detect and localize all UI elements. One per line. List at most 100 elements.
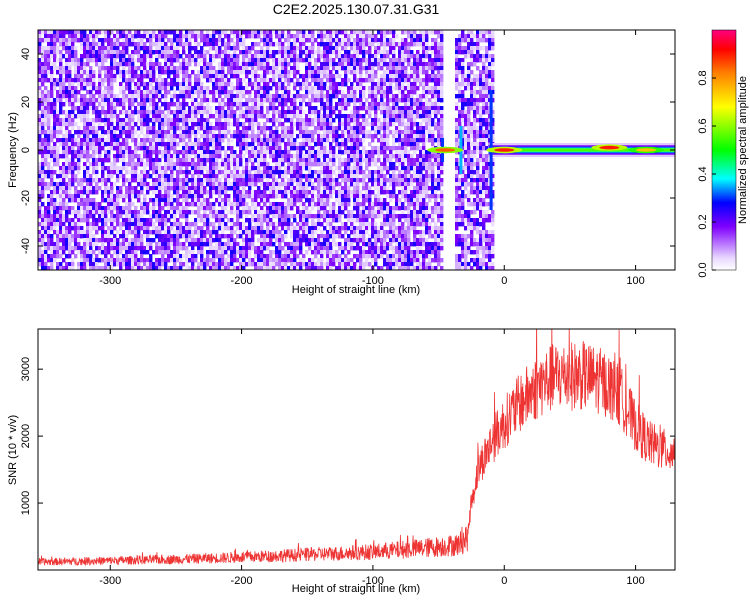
spectrogram-cell	[302, 234, 306, 239]
spectrogram-cell	[203, 198, 207, 203]
spectrogram-cell	[167, 194, 171, 199]
spectrogram-cell	[209, 58, 213, 63]
spectrogram-cell	[128, 70, 132, 75]
spectrogram-cell	[173, 34, 177, 39]
spectrogram-cell	[113, 146, 117, 151]
spectrogram-cell	[209, 202, 213, 207]
spectrogram-cell	[110, 186, 114, 191]
spectrogram-cell	[254, 166, 258, 171]
spectrogram-cell	[341, 258, 345, 263]
spectrogram-cell	[74, 106, 78, 111]
spectrogram-cell	[146, 90, 150, 95]
spectrogram-cell	[38, 106, 42, 111]
spectrogram-cell	[185, 182, 189, 187]
spectrogram-cell	[158, 126, 162, 131]
spectrogram-cell	[101, 258, 105, 263]
spectrogram-cell	[344, 58, 348, 63]
spectrogram-cell	[98, 90, 102, 95]
spectrogram-cell	[53, 30, 57, 35]
spectrogram-cell	[131, 174, 135, 179]
spectrogram-cell	[284, 230, 288, 235]
spectrogram-cell	[173, 198, 177, 203]
spectrogram-cell	[41, 210, 45, 215]
spectrogram-cell	[179, 210, 183, 215]
spectrogram-cell	[89, 230, 93, 235]
spectrogram-cell	[41, 142, 45, 147]
spectrogram-cell	[200, 214, 204, 219]
spectrogram-cell	[98, 122, 102, 127]
spectrogram-cell	[245, 262, 249, 267]
spectrogram-cell	[53, 118, 57, 123]
spectrogram-cell	[161, 166, 165, 171]
spectrogram-cell	[182, 214, 186, 219]
spectrogram-cell	[143, 258, 147, 263]
spectrogram-cell	[326, 78, 330, 83]
spectrogram-cell	[296, 206, 300, 211]
spectrogram-cell	[158, 66, 162, 71]
spectrogram-cell	[59, 206, 63, 211]
spectrogram-cell	[44, 46, 48, 51]
spectrogram-cell	[185, 62, 189, 67]
spectrogram-cell	[323, 82, 327, 87]
spectrogram-cell	[197, 246, 201, 251]
spectrogram-cell	[248, 174, 252, 179]
spectrogram-cell	[158, 70, 162, 75]
spectrogram-cell	[146, 206, 150, 211]
spectrogram-cell	[137, 58, 141, 63]
spectrogram-cell	[47, 50, 51, 55]
spectrogram-cell	[92, 78, 96, 83]
spectrogram-cell	[86, 50, 90, 55]
spectrogram-cell	[176, 150, 180, 155]
spectrogram-cell	[86, 82, 90, 87]
spectrogram-cell	[182, 46, 186, 51]
spectrogram-cell	[215, 86, 219, 91]
spectrogram-cell	[143, 194, 147, 199]
spectrogram-cell	[194, 74, 198, 79]
spectrogram-cell	[119, 34, 123, 39]
spectrogram-cell	[98, 134, 102, 139]
spectrogram-cell	[68, 230, 72, 235]
spectrogram-cell	[164, 194, 168, 199]
spectrogram-cell	[305, 54, 309, 59]
spectrogram-cell	[161, 142, 165, 147]
spectrogram-cell	[101, 242, 105, 247]
spectrogram-cell	[134, 98, 138, 103]
spectrogram-cell	[242, 182, 246, 187]
spectrogram-cell	[263, 194, 267, 199]
spectrogram-cell	[287, 82, 291, 87]
spectrogram-cell	[74, 222, 78, 227]
spectrogram-cell	[332, 58, 336, 63]
spectrogram-cell	[287, 58, 291, 63]
spectrogram-cell	[311, 206, 315, 211]
spectrogram-cell	[53, 106, 57, 111]
spectrogram-cell	[155, 46, 159, 51]
spectrogram-cell	[329, 106, 333, 111]
spectrogram-cell	[314, 78, 318, 83]
spectrogram-cell	[185, 102, 189, 107]
spectrogram-cell	[278, 86, 282, 91]
spectrogram-cell	[314, 50, 318, 55]
spectrogram-cell	[188, 170, 192, 175]
spectrogram-cell	[209, 234, 213, 239]
spectrogram-cell	[89, 206, 93, 211]
spectrogram-cell	[110, 230, 114, 235]
spectrogram-cell	[110, 102, 114, 107]
spectrogram-cell	[41, 178, 45, 183]
spectrogram-cell	[278, 170, 282, 175]
spectrogram-cell	[89, 66, 93, 71]
spectrogram-cell	[41, 98, 45, 103]
spectrogram-cell	[200, 34, 204, 39]
spectrogram-cell	[314, 110, 318, 115]
spectrogram-cell	[326, 54, 330, 59]
spectrogram-cell	[104, 130, 108, 135]
spectrogram-cell	[80, 138, 84, 143]
spectrogram-cell	[185, 206, 189, 211]
spectrogram-cell	[332, 170, 336, 175]
spectrogram-cell	[92, 262, 96, 267]
spectrogram-cell	[191, 230, 195, 235]
spectrogram-cell	[293, 94, 297, 99]
spectrogram-cell	[107, 142, 111, 147]
spectrogram-cell	[152, 170, 156, 175]
spectrogram-cell	[293, 238, 297, 243]
spectrogram-cell	[188, 118, 192, 123]
